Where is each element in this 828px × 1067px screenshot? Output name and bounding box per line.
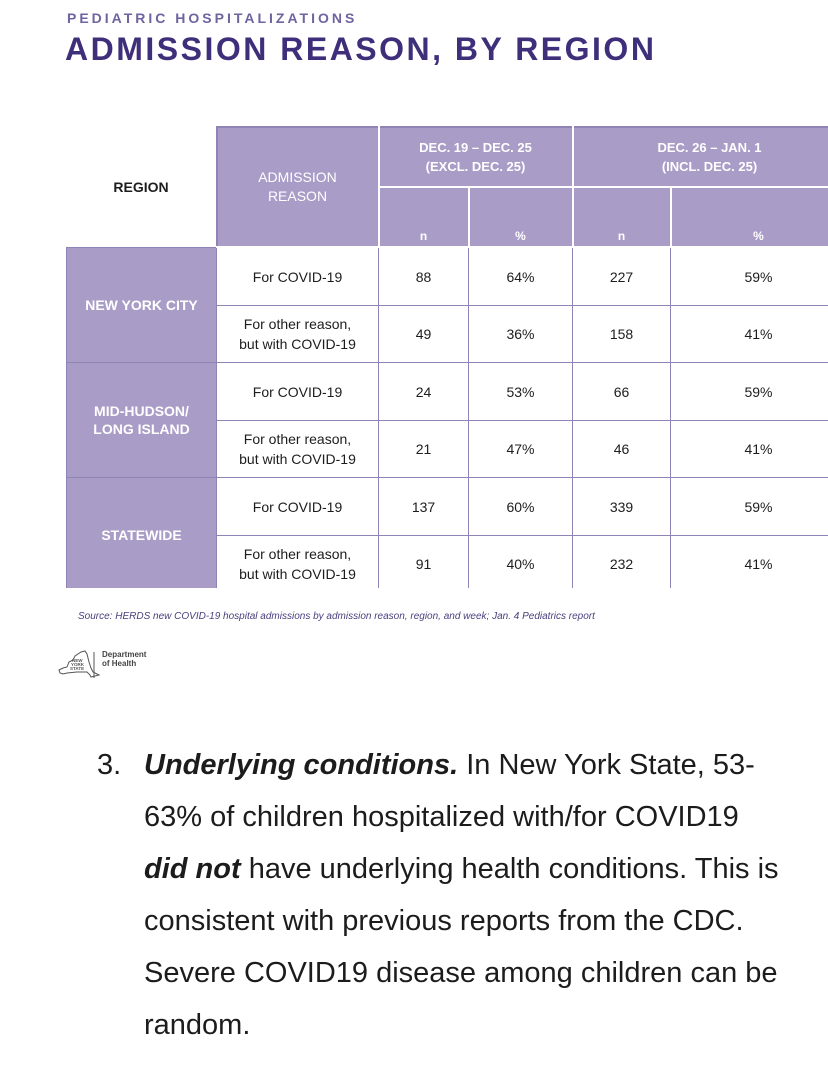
- reason-cell: For other reason, but with COVID-19: [216, 305, 379, 363]
- list-number: 3.: [97, 749, 122, 781]
- period1-n-cell: 24: [378, 362, 469, 421]
- period2-n-cell: 158: [572, 305, 671, 363]
- region-cell-nyc: NEW YORK CITY: [66, 246, 217, 363]
- reason-line2: but with COVID-19: [239, 336, 356, 352]
- reason-line2: but with COVID-19: [239, 566, 356, 582]
- reason-line2: but with COVID-19: [239, 451, 356, 467]
- period2-n-cell: 46: [572, 420, 671, 478]
- period1-pct-cell: 64%: [468, 246, 573, 306]
- reason-header-line2: REASON: [267, 188, 328, 204]
- table-row: NEW YORK CITY For COVID-19 88 64% 227 59…: [66, 246, 828, 363]
- period2-line1: DEC. 26 – JAN. 1: [657, 140, 762, 155]
- period2-pct-header: %: [669, 186, 828, 248]
- admissions-table-container: REGION ADMISSION REASON DEC. 19 – DEC. 2…: [66, 126, 828, 588]
- state-line3: STATE: [70, 666, 84, 671]
- period2-pct-cell: 41%: [669, 305, 828, 363]
- period2-pct-cell: 41%: [669, 535, 828, 588]
- nys-department-of-health-logo: NEW YORK STATE Department of Health: [57, 648, 177, 682]
- period2-pct-cell: 59%: [669, 362, 828, 421]
- page-kicker: PEDIATRIC HOSPITALIZATIONS: [67, 10, 358, 26]
- period1-n-cell: 91: [378, 535, 469, 588]
- table-row: STATEWIDE For COVID-19 137 60% 339 59%: [66, 477, 828, 588]
- reason-cell: For COVID-19: [216, 477, 379, 536]
- period1-n-cell: 49: [378, 305, 469, 363]
- period2-n-header: n: [571, 186, 672, 248]
- period1-line1: DEC. 19 – DEC. 25: [419, 140, 532, 155]
- reason-header-line1: ADMISSION: [258, 169, 337, 185]
- paragraph-body: Underlying conditions. In New York State…: [144, 739, 787, 1051]
- period2-pct-cell: 41%: [669, 420, 828, 478]
- paragraph-emphasis: did not: [144, 853, 241, 885]
- period1-pct-header: %: [467, 186, 574, 248]
- admissions-table: REGION ADMISSION REASON DEC. 19 – DEC. 2…: [66, 126, 828, 588]
- table-row: For other reason, but with COVID-19 49 3…: [67, 305, 828, 363]
- region-name: STATEWIDE: [101, 527, 182, 543]
- paragraph-text-after: have underlying health conditions. This …: [144, 853, 779, 1041]
- table-row: For other reason, but with COVID-19 91 4…: [67, 535, 828, 588]
- reason-cell: For COVID-19: [216, 246, 379, 306]
- dept-line1: Department: [102, 650, 147, 659]
- period1-pct-cell: 40%: [468, 535, 573, 588]
- region-name-line1: MID-HUDSON/: [94, 403, 189, 419]
- period1-pct-cell: 60%: [468, 477, 573, 536]
- period1-n-cell: 21: [378, 420, 469, 478]
- period1-pct-cell: 36%: [468, 305, 573, 363]
- period1-header: DEC. 19 – DEC. 25 (EXCL. DEC. 25): [377, 126, 574, 188]
- state-line2: YORK: [71, 662, 85, 667]
- reason-line1: For other reason,: [243, 546, 352, 562]
- period2-n-cell: 339: [572, 477, 671, 536]
- period1-line2: (EXCL. DEC. 25): [425, 159, 526, 174]
- period2-header: DEC. 26 – JAN. 1 (INCL. DEC. 25): [571, 126, 828, 188]
- reason-cell: For COVID-19: [216, 362, 379, 421]
- reason-line1: For other reason,: [243, 431, 352, 447]
- period2-n-cell: 227: [572, 246, 671, 306]
- period2-n-cell: 232: [572, 535, 671, 588]
- period1-n-header: n: [377, 186, 470, 248]
- period1-n-cell: 137: [378, 477, 469, 536]
- paragraph-text-before: In New York State, 53-63% of children ho…: [144, 749, 755, 833]
- period1-n-cell: 88: [378, 246, 469, 306]
- period2-n-cell: 66: [572, 362, 671, 421]
- nys-map-icon: NEW YORK STATE: [58, 650, 101, 678]
- dept-line2: of Health: [102, 659, 137, 668]
- period1-pct-cell: 47%: [468, 420, 573, 478]
- period2-line2: (INCL. DEC. 25): [661, 159, 758, 174]
- reason-cell: For other reason, but with COVID-19: [216, 535, 379, 588]
- logo-text: Department of Health: [102, 650, 146, 668]
- paragraph-lead: Underlying conditions.: [144, 749, 459, 781]
- region-name-line2: LONG ISLAND: [93, 421, 190, 437]
- page-title: ADMISSION REASON, BY REGION: [65, 31, 657, 67]
- state-line1: NEW: [72, 658, 83, 663]
- table-row: For other reason, but with COVID-19 21 4…: [67, 420, 828, 478]
- underlying-conditions-paragraph: 3. Underlying conditions. In New York St…: [97, 739, 787, 1051]
- period2-pct-cell: 59%: [669, 246, 828, 306]
- period2-pct-cell: 59%: [669, 477, 828, 536]
- region-name: NEW YORK CITY: [85, 296, 198, 313]
- region-cell-statewide: STATEWIDE: [66, 477, 217, 588]
- reason-column-header: ADMISSION REASON: [215, 126, 380, 248]
- region-cell-mid-hudson: MID-HUDSON/ LONG ISLAND: [66, 362, 217, 478]
- reason-cell: For other reason, but with COVID-19: [216, 420, 379, 478]
- table-row: MID-HUDSON/ LONG ISLAND For COVID-19 24 …: [66, 362, 828, 478]
- period1-pct-cell: 53%: [468, 362, 573, 421]
- region-column-header: REGION: [66, 127, 217, 247]
- source-note: Source: HERDS new COVID-19 hospital admi…: [78, 611, 595, 622]
- reason-line1: For other reason,: [243, 316, 352, 332]
